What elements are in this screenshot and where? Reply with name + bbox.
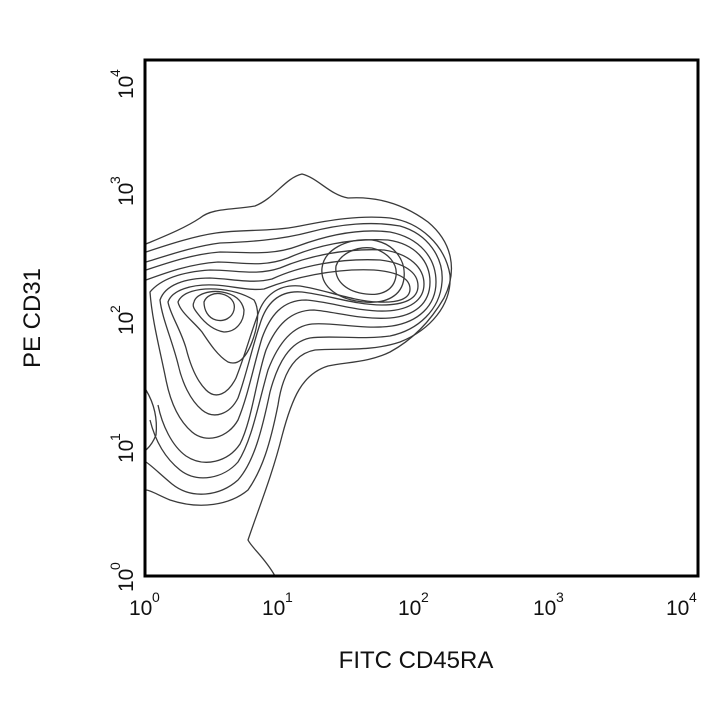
x-tick-label-exp: 1 xyxy=(285,589,293,605)
contour-line-14 xyxy=(145,389,158,451)
y-tick-1e3: 10 3 xyxy=(107,176,138,206)
y-tick-label-base: 10 xyxy=(115,569,138,592)
x-axis-title: FITC CD45RA xyxy=(339,647,494,674)
y-tick-label-base: 10 xyxy=(115,76,138,99)
x-tick-label-exp: 4 xyxy=(689,589,697,605)
x-tick-label-exp: 0 xyxy=(152,589,160,605)
y-tick-label-base: 10 xyxy=(115,183,138,206)
contour-line-10 xyxy=(192,290,245,333)
contour-line-9 xyxy=(177,288,259,364)
plot-frame xyxy=(143,58,700,578)
y-tick-label-exp: 1 xyxy=(107,433,123,441)
x-tick-label-base: 10 xyxy=(262,597,285,620)
contour-group xyxy=(145,173,452,577)
x-tick-label-exp: 3 xyxy=(556,589,564,605)
x-tick-label-base: 10 xyxy=(533,597,556,620)
y-tick-label-base: 10 xyxy=(115,440,138,463)
x-tick-1e4: 10 4 xyxy=(666,589,697,620)
y-tick-label-exp: 2 xyxy=(107,305,123,313)
y-tick-1e4: 10 4 xyxy=(107,69,138,99)
contour-line-8 xyxy=(167,269,411,396)
x-tick-label-base: 10 xyxy=(129,597,152,620)
contour-line-12 xyxy=(335,247,397,296)
y-tick-1e2: 10 2 xyxy=(107,305,138,335)
x-tick-1e1: 10 1 xyxy=(262,589,293,620)
x-tick-1e0: 10 0 xyxy=(129,589,160,620)
y-tick-label-exp: 3 xyxy=(107,176,123,184)
y-tick-1e1: 10 1 xyxy=(107,433,138,463)
contour-line-5 xyxy=(145,239,431,463)
contour-line-6 xyxy=(149,249,425,439)
y-tick-label-exp: 0 xyxy=(107,562,123,570)
y-tick-1e0: 10 0 xyxy=(107,562,138,592)
x-tick-label-base: 10 xyxy=(398,597,421,620)
contour-line-7 xyxy=(159,259,419,416)
contour-line-11 xyxy=(203,292,236,322)
x-tick-label-base: 10 xyxy=(666,597,689,620)
x-axis: 10 0 10 1 10 2 10 3 10 4 xyxy=(129,589,697,620)
contour-line-13 xyxy=(321,239,405,303)
y-tick-label-exp: 4 xyxy=(107,69,123,77)
x-tick-label-exp: 2 xyxy=(421,589,429,605)
contour-line-4 xyxy=(145,230,437,479)
contour-line-2 xyxy=(145,216,451,506)
y-axis: 10 0 10 1 10 2 10 3 10 4 xyxy=(107,69,138,592)
x-tick-1e3: 10 3 xyxy=(533,589,564,620)
contour-line-3 xyxy=(145,222,443,495)
y-tick-label-base: 10 xyxy=(115,312,138,335)
y-axis-title: PE CD31 xyxy=(19,268,46,368)
x-tick-1e2: 10 2 xyxy=(398,589,429,620)
